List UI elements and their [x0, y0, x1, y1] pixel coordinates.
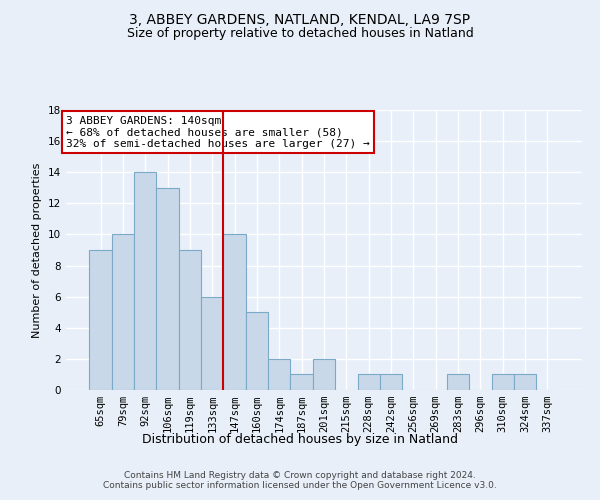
- Y-axis label: Number of detached properties: Number of detached properties: [32, 162, 43, 338]
- Bar: [514, 374, 536, 390]
- Text: Size of property relative to detached houses in Natland: Size of property relative to detached ho…: [127, 28, 473, 40]
- Bar: [380, 374, 402, 390]
- Bar: [89, 250, 112, 390]
- Bar: [290, 374, 313, 390]
- Bar: [268, 359, 290, 390]
- Text: 3 ABBEY GARDENS: 140sqm
← 68% of detached houses are smaller (58)
32% of semi-de: 3 ABBEY GARDENS: 140sqm ← 68% of detache…: [66, 116, 370, 149]
- Bar: [246, 312, 268, 390]
- Text: 3, ABBEY GARDENS, NATLAND, KENDAL, LA9 7SP: 3, ABBEY GARDENS, NATLAND, KENDAL, LA9 7…: [130, 12, 470, 26]
- Bar: [223, 234, 246, 390]
- Text: Contains HM Land Registry data © Crown copyright and database right 2024.
Contai: Contains HM Land Registry data © Crown c…: [103, 470, 497, 490]
- Text: Distribution of detached houses by size in Natland: Distribution of detached houses by size …: [142, 432, 458, 446]
- Bar: [112, 234, 134, 390]
- Bar: [157, 188, 179, 390]
- Bar: [201, 296, 223, 390]
- Bar: [447, 374, 469, 390]
- Bar: [134, 172, 157, 390]
- Bar: [313, 359, 335, 390]
- Bar: [491, 374, 514, 390]
- Bar: [179, 250, 201, 390]
- Bar: [358, 374, 380, 390]
